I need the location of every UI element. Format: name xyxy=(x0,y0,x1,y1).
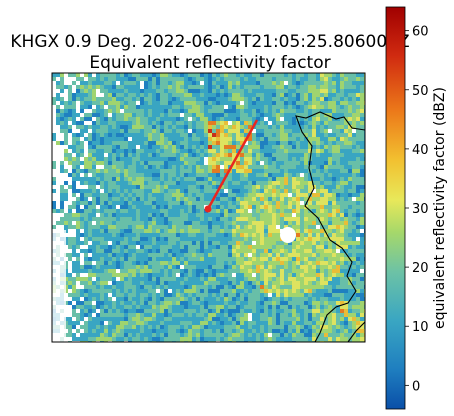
colorbar-tick-label: 0 xyxy=(412,379,420,394)
coastline-boundary-south xyxy=(347,321,365,342)
colorbar-tick-label: 30 xyxy=(412,202,429,217)
colorbar-tick-label: 50 xyxy=(412,84,429,99)
colorbar-label: equivalent reflectivity factor (dBZ) xyxy=(432,87,448,329)
chart-subtitle: Equivalent reflectivity factor xyxy=(89,53,331,73)
colorbar-tick-label: 60 xyxy=(412,25,429,40)
arrow-origin-marker xyxy=(204,205,212,213)
colorbar-tick-label: 40 xyxy=(412,143,429,158)
radar-site-marker xyxy=(280,227,296,243)
colorbar xyxy=(385,6,406,410)
coastline-boundary xyxy=(295,111,365,342)
chart-title: KHGX 0.9 Deg. 2022-06-04T21:05:25.806000… xyxy=(10,32,410,52)
colorbar-tick-label: 10 xyxy=(412,320,429,335)
colorbar-ticks: 0 10 20 30 40 50 60 xyxy=(405,25,429,394)
colorbar-tick-label: 20 xyxy=(412,261,429,276)
reflectivity-field xyxy=(52,73,365,342)
annotation-arrow xyxy=(206,119,259,210)
plot-frame xyxy=(51,72,366,343)
